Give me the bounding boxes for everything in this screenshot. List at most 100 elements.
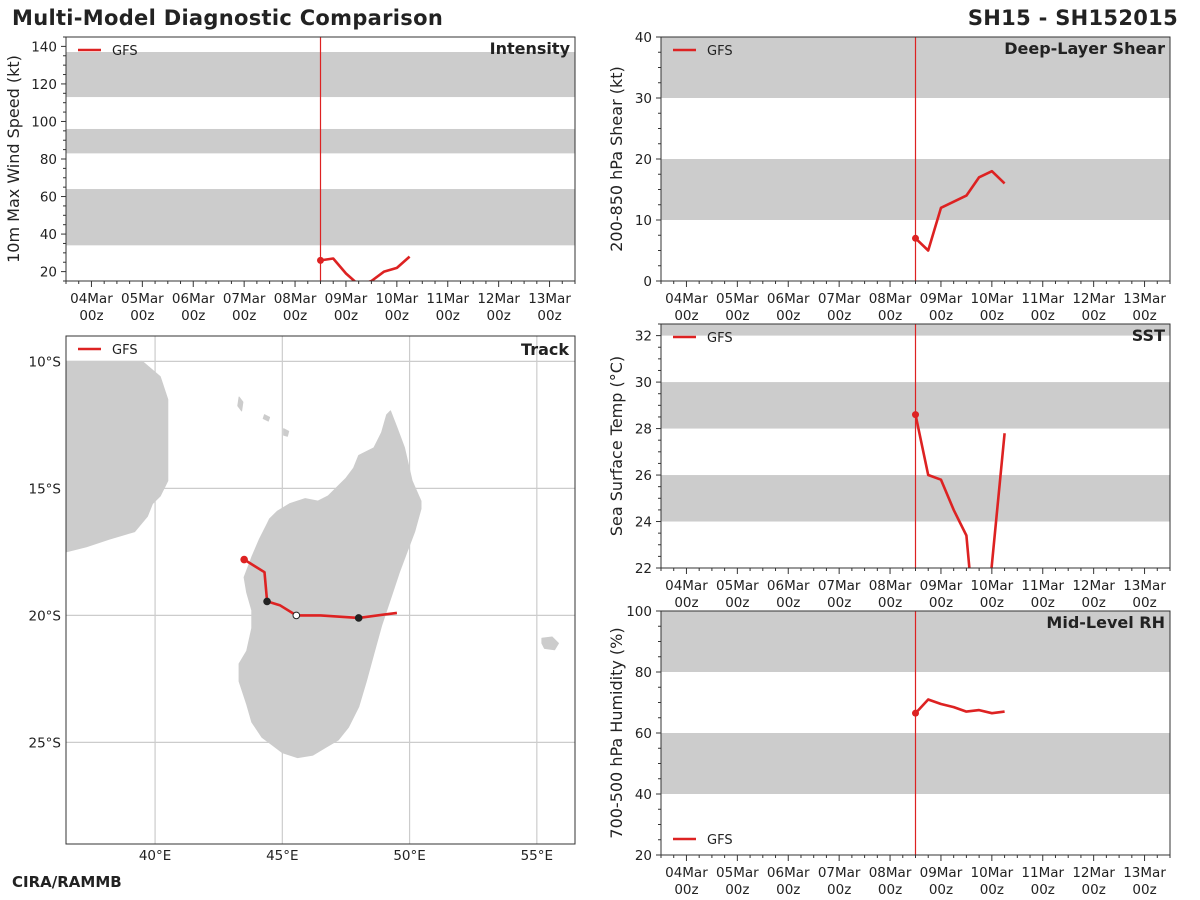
intensity-xtick-label-date: 11Mar: [426, 291, 469, 307]
shear-ytick-label: 10: [635, 213, 652, 229]
intensity-xtick-label-hour: 00z: [283, 308, 307, 324]
shear-title: Deep-Layer Shear: [1004, 39, 1165, 58]
sst-xtick-label-hour: 00z: [1031, 595, 1055, 611]
sst-ytick-label: 24: [635, 515, 652, 531]
rh-xtick-label-date: 04Mar: [665, 865, 708, 881]
track-lon-label: 40°E: [139, 848, 171, 864]
rh-xtick-label-hour: 00z: [827, 882, 851, 898]
intensity-ytick-label: 20: [40, 265, 57, 281]
land-comoros-grande: [237, 396, 244, 412]
rh-ylabel: 700-500 hPa Humidity (%): [607, 627, 626, 838]
track-marker-red: [240, 555, 248, 564]
rh-series-gfs: [914, 698, 1005, 715]
intensity-title: Intensity: [490, 39, 571, 58]
intensity-ytick-label: 60: [40, 190, 57, 206]
land-madagascar: [238, 410, 422, 759]
track-lon-label: 45°E: [266, 848, 298, 864]
track-legend-label: GFS: [112, 343, 138, 358]
sst-xtick-label-date: 04Mar: [665, 578, 708, 594]
intensity-xtick-label-date: 04Mar: [70, 291, 113, 307]
shear-xtick-label-hour: 00z: [980, 308, 1004, 324]
rh-xtick-label-date: 10Mar: [971, 865, 1014, 881]
shear-ytick-label: 20: [635, 152, 652, 168]
land-reunion: [541, 636, 559, 651]
land-mozambique: [66, 360, 169, 844]
intensity-xtick-label-date: 08Mar: [274, 291, 317, 307]
rh-ytick-label: 80: [635, 665, 652, 681]
intensity-xtick-label-hour: 00z: [537, 308, 561, 324]
shear-xtick-label-hour: 00z: [1082, 308, 1106, 324]
sst-xtick-label-date: 05Mar: [716, 578, 759, 594]
shear-xtick-label-date: 06Mar: [767, 291, 810, 307]
shear-xtick-label-hour: 00z: [878, 308, 902, 324]
intensity-xtick-label-hour: 00z: [385, 308, 409, 324]
intensity-xtick-label-hour: 00z: [334, 308, 358, 324]
track-title: Track: [521, 340, 569, 359]
sst-xtick-label-hour: 00z: [674, 595, 698, 611]
intensity-xtick-label-hour: 00z: [79, 308, 103, 324]
rh-xtick-label-hour: 00z: [980, 882, 1004, 898]
sst-xtick-label-hour: 00z: [827, 595, 851, 611]
track-marker-black: [354, 614, 363, 622]
intensity-xtick-label-hour: 00z: [181, 308, 205, 324]
sst-ytick-label: 32: [635, 329, 652, 345]
intensity-xtick-label-date: 05Mar: [121, 291, 164, 307]
intensity-xtick-label-hour: 00z: [487, 308, 511, 324]
sst-xtick-label-date: 11Mar: [1021, 578, 1064, 594]
intensity-ytick-label: 40: [40, 227, 57, 243]
storm-id: SH15 - SH152015: [967, 6, 1178, 30]
track-panel: 40°E 45°E 50°E 55°E 10°S 15°S 20°S 25°S Track GFS: [29, 335, 576, 864]
track-lat-label: 25°S: [29, 735, 62, 751]
shear-xtick-label-date: 04Mar: [665, 291, 708, 307]
intensity-legend-label: GFS: [112, 44, 138, 59]
shear-xtick-label-hour: 00z: [827, 308, 851, 324]
land-mayotte: [283, 428, 290, 437]
intensity-ytick-label: 140: [31, 39, 57, 55]
rh-ytick-label: 60: [635, 726, 652, 742]
intensity-series-start-point: [317, 256, 324, 264]
sst-ytick-label: 22: [635, 561, 652, 577]
intensity-xtick-label-date: 09Mar: [325, 291, 368, 307]
rh-series-start-point: [912, 709, 919, 717]
shear-xtick-label-hour: 00z: [776, 308, 800, 324]
shear-ytick-label: 40: [635, 30, 652, 46]
track-map-area: [66, 336, 575, 844]
shear-xtick-label-date: 09Mar: [920, 291, 963, 307]
shear-xtick-label-hour: 00z: [725, 308, 749, 324]
shear-ytick-label: 0: [643, 274, 652, 290]
shear-legend-label: GFS: [707, 44, 733, 59]
intensity-xtick-label-date: 07Mar: [223, 291, 266, 307]
track-lat-label: 10°S: [29, 354, 62, 370]
rh-xtick-label-date: 05Mar: [716, 865, 759, 881]
rh-xtick-label-hour: 00z: [1031, 882, 1055, 898]
rh-xtick-label-hour: 00z: [878, 882, 902, 898]
rh-xtick-label-date: 08Mar: [869, 865, 912, 881]
sst-xtick-label-hour: 00z: [878, 595, 902, 611]
track-lon-label: 50°E: [393, 848, 425, 864]
rh-xtick-label-date: 13Mar: [1123, 865, 1166, 881]
intensity-xtick-label-hour: 00z: [436, 308, 460, 324]
rh-title: Mid-Level RH: [1046, 613, 1165, 632]
shear-xtick-label-date: 11Mar: [1021, 291, 1064, 307]
sst-xtick-label-hour: 00z: [725, 595, 749, 611]
sst-series-gfs: [914, 414, 1006, 568]
shear-xtick-label-hour: 00z: [674, 308, 698, 324]
shear-ytick-label: 30: [635, 91, 652, 107]
sst-ytick-label: 28: [635, 422, 652, 438]
sst-panel: 04Mar00z05Mar00z06Mar00z07Mar00z08Mar00z…: [607, 323, 1171, 611]
sst-xtick-label-date: 06Mar: [767, 578, 810, 594]
shear-xtick-label-date: 12Mar: [1072, 291, 1115, 307]
sst-xtick-label-hour: 00z: [1082, 595, 1106, 611]
track-line-gfs: [243, 558, 398, 620]
shear-series-gfs: [914, 169, 1006, 252]
sst-xtick-label-date: 13Mar: [1123, 578, 1166, 594]
shear-xtick-label-date: 13Mar: [1123, 291, 1166, 307]
shear-xtick-label-hour: 00z: [1132, 308, 1156, 324]
intensity-ytick-label: 120: [31, 77, 57, 93]
sst-xtick-label-hour: 00z: [776, 595, 800, 611]
sst-ytick-label: 30: [635, 375, 652, 391]
sst-xtick-label-hour: 00z: [929, 595, 953, 611]
shear-panel: 04Mar00z05Mar00z06Mar00z07Mar00z08Mar00z…: [607, 30, 1171, 324]
shear-xtick-label-date: 05Mar: [716, 291, 759, 307]
intensity-ytick-label: 80: [40, 152, 57, 168]
